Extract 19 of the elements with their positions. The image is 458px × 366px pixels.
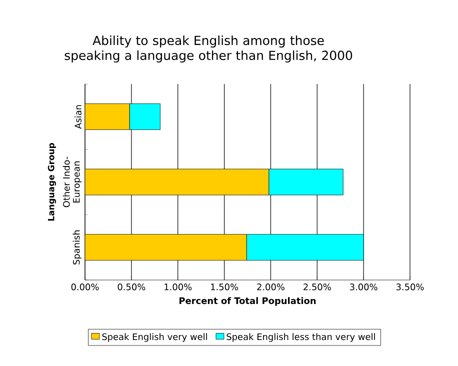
x-tick-label: 2.50% [304, 284, 331, 290]
x-tick-label: 3.00% [350, 284, 378, 290]
bar [85, 103, 130, 130]
legend-label: Speak English less than very well [226, 333, 375, 342]
chart-title: Ability to speak English among those speaking a language other than English, 2000 [64, 36, 352, 63]
y-tick-label: Asian [74, 105, 82, 129]
bar [85, 168, 270, 196]
x-axis-title: Percent of Total Population [180, 297, 316, 306]
x-tick-label: 1.00% [164, 284, 192, 290]
x-tick-label: 1.50% [211, 284, 238, 290]
x-tick-label: 0.50% [118, 284, 146, 290]
bar [85, 234, 247, 261]
x-tick-label: 0.00% [71, 284, 99, 290]
y-axis-title: Language Group [48, 143, 56, 221]
x-tick-label: 3.50% [396, 284, 424, 290]
y-tick-label: Spanish [72, 230, 82, 264]
y-tick-label: Other Indo-European [62, 156, 82, 208]
x-tick-label: 2.00% [257, 284, 284, 290]
legend-label: Speak English very well [102, 333, 207, 342]
